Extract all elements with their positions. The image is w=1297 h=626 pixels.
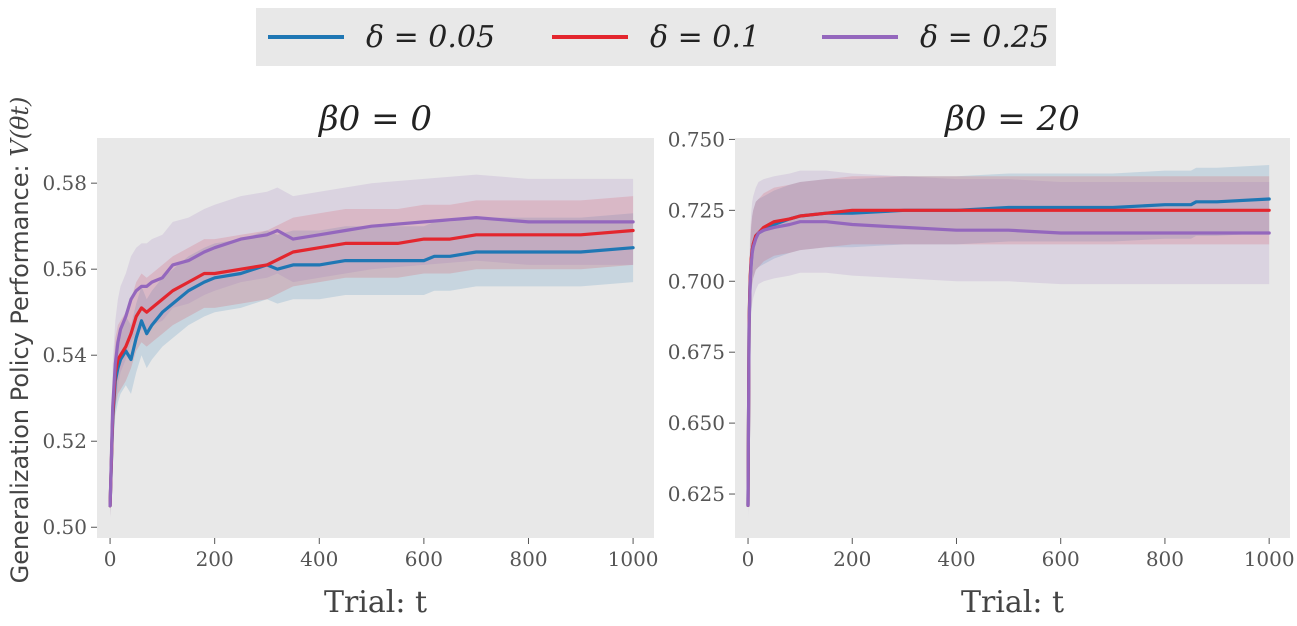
chart-beta0-20: β0 = 20 0.625 0.650 0.675 0.700 0.725 0.750 0 20… <box>668 99 1295 620</box>
band-0.05 <box>110 213 634 517</box>
y-tick-label: 0.650 <box>668 411 725 435</box>
series-line-0.25 <box>108 216 635 508</box>
legend-item-delta-0.05: δ = 0.05 <box>268 8 495 66</box>
y-tick-label: 0.625 <box>668 482 725 506</box>
legend-label: δ = 0.05 <box>366 19 496 55</box>
chart-beta0-0: β0 = 0 0.50 0.52 0.54 0.56 0.58 0 200 400 600 800 1… <box>42 99 659 620</box>
legend-item-delta-0.25: δ = 0.25 <box>822 8 1049 66</box>
x-tick-label: 0 <box>104 547 117 571</box>
y-tick-label: 0.750 <box>668 127 725 151</box>
x-tick-label: 600 <box>1042 547 1080 571</box>
band-0.25 <box>748 170 1270 521</box>
plot-area <box>97 138 654 538</box>
legend-item-delta-0.1: δ = 0.1 <box>552 8 760 66</box>
legend-swatch <box>552 35 628 39</box>
series-line-0.05 <box>108 246 635 508</box>
y-tick-label: 0.725 <box>668 198 725 222</box>
x-tick-label: 1000 <box>608 547 659 571</box>
y-tick-label: 0.58 <box>42 171 87 195</box>
y-tick-label: 0.675 <box>668 340 725 364</box>
x-tick-label: 200 <box>833 547 871 571</box>
band-0.05 <box>748 165 1270 516</box>
y-tick-label: 0.50 <box>42 515 87 539</box>
band-0.25 <box>110 174 634 519</box>
legend-label: δ = 0.1 <box>650 19 760 55</box>
x-tick-label: 0 <box>742 547 755 571</box>
x-tick-label: 400 <box>937 547 975 571</box>
x-tick-label: 600 <box>405 547 443 571</box>
y-tick-label: 0.700 <box>668 269 725 293</box>
legend-swatch <box>822 35 898 39</box>
series-line-0.25 <box>746 220 1271 507</box>
chart-title: β0 = 20 <box>943 99 1080 139</box>
plot-area <box>735 138 1290 538</box>
x-axis-label: Trial: t <box>324 585 427 620</box>
legend: δ = 0.05 δ = 0.1 δ = 0.25 <box>256 8 1056 66</box>
x-tick-label: 800 <box>1146 547 1184 571</box>
x-axis-label: Trial: t <box>961 585 1064 620</box>
chart-title: β0 = 0 <box>317 99 432 139</box>
y-tick-label: 0.56 <box>42 257 87 281</box>
legend-swatch <box>268 35 344 39</box>
legend-label: δ = 0.25 <box>920 19 1050 55</box>
y-tick-label: 0.54 <box>42 343 87 367</box>
series-line-0.1 <box>108 228 635 508</box>
x-tick-label: 1000 <box>1244 547 1295 571</box>
x-tick-label: 800 <box>509 547 547 571</box>
x-tick-label: 400 <box>300 547 338 571</box>
band-0.1 <box>110 196 634 517</box>
x-tick-label: 200 <box>196 547 234 571</box>
y-tick-label: 0.52 <box>42 429 87 453</box>
